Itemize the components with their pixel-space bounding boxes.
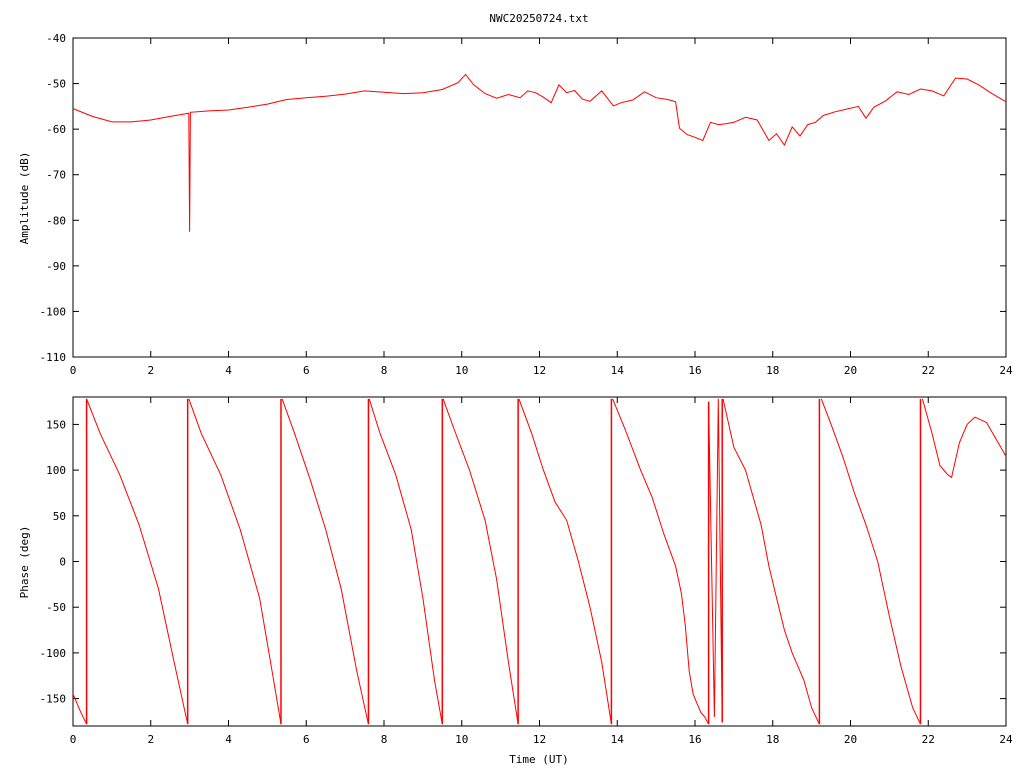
phase-x-tick-label: 10 (455, 733, 468, 746)
phase-x-tick-label: 18 (766, 733, 779, 746)
amplitude-y-tick-label: -50 (46, 78, 66, 91)
phase-series-line (188, 398, 282, 725)
amplitude-y-tick-label: -100 (40, 305, 67, 318)
amplitude-x-tick-label: 18 (766, 364, 779, 377)
phase-series-line (921, 398, 1007, 479)
phase-x-tick-label: 12 (533, 733, 546, 746)
phase-x-tick-label: 2 (147, 733, 154, 746)
phase-series-line (86, 398, 189, 725)
amplitude-x-tick-label: 22 (922, 364, 935, 377)
phase-x-tick-label: 4 (225, 733, 232, 746)
chart-title: NWC20250724.txt (489, 12, 588, 25)
amplitude-x-tick-label: 10 (455, 364, 468, 377)
phase-series-line (708, 398, 723, 723)
amplitude-x-tick-label: 24 (999, 364, 1013, 377)
amplitude-y-tick-label: -90 (46, 260, 66, 273)
amplitude-y-tick-label: -60 (46, 123, 66, 136)
amplitude-x-tick-label: 14 (611, 364, 625, 377)
phase-y-tick-label: -50 (46, 601, 66, 614)
phase-series-line (368, 398, 443, 725)
phase-panel: Phase (deg) Time (UT) 0 2 4 6 8 10 12 14 16 18 20 2… (18, 396, 1013, 766)
phase-y-tick-label: 150 (46, 418, 66, 431)
amplitude-y-tick-label: -40 (46, 32, 66, 45)
phase-series-line (820, 398, 921, 725)
phase-y-tick-label: 100 (46, 464, 66, 477)
phase-x-tick-label: 6 (303, 733, 310, 746)
phase-series (72, 398, 1007, 725)
amplitude-x-tick-label: 4 (225, 364, 232, 377)
amplitude-x-tick-label: 20 (844, 364, 857, 377)
phase-y-axis-label: Phase (deg) (18, 526, 31, 599)
amplitude-x-tick-label: 12 (533, 364, 546, 377)
amplitude-y-tick-label: -110 (40, 351, 67, 364)
amplitude-y-tick-label: -80 (46, 214, 66, 227)
phase-series-line (72, 693, 88, 725)
amplitude-y-axis-label: Amplitude (dB) (18, 152, 31, 245)
amplitude-x-tick-label: 0 (70, 364, 77, 377)
phase-series-line (281, 398, 369, 725)
phase-x-tick-label: 24 (999, 733, 1013, 746)
phase-x-tick-label: 14 (611, 733, 625, 746)
amplitude-x-tick-label: 2 (147, 364, 154, 377)
phase-x-tick-label: 16 (688, 733, 701, 746)
phase-plot-frame (72, 396, 1007, 727)
phase-series-line (518, 398, 612, 725)
amplitude-y-tick-label: -70 (46, 169, 66, 182)
amplitude-x-tick-label: 8 (381, 364, 388, 377)
phase-y-tick-label: 50 (53, 510, 66, 523)
phase-x-tick-label: 20 (844, 733, 857, 746)
phase-y-tick-label: -100 (40, 647, 67, 660)
phase-series-line (612, 398, 710, 725)
amplitude-plot-frame (72, 37, 1007, 358)
phase-y-tick-label: 0 (59, 556, 66, 569)
phase-x-tick-label: 22 (922, 733, 935, 746)
amplitude-series (72, 73, 1007, 232)
phase-axis-ticks: 0 2 4 6 8 10 12 14 16 18 20 22 24150100500-50-100-15… (40, 397, 1013, 746)
amplitude-x-tick-label: 6 (303, 364, 310, 377)
x-axis-label: Time (UT) (509, 753, 569, 766)
amplitude-series-line (72, 73, 1007, 232)
phase-series-line (442, 398, 519, 725)
phase-x-tick-label: 8 (381, 733, 388, 746)
phase-series-line (722, 398, 820, 725)
amplitude-axis-ticks: 0 2 4 6 8 10 12 14 16 18 20 22 24-40-50-60-70-80-90-… (40, 32, 1013, 377)
amplitude-panel: Amplitude (dB) 0 2 4 6 8 10 12 14 16 18 20 22 24-40-… (18, 32, 1013, 377)
phase-x-tick-label: 0 (70, 733, 77, 746)
phase-y-tick-label: -150 (40, 693, 67, 706)
amplitude-x-tick-label: 16 (688, 364, 701, 377)
